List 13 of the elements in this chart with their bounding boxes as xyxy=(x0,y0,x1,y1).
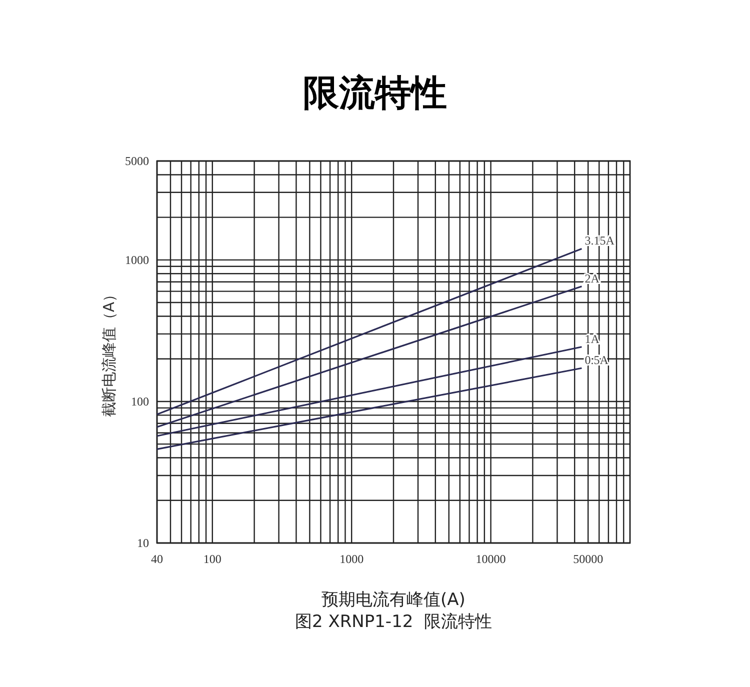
x-tick-label: 100 xyxy=(203,552,222,566)
y-tick-label: 5000 xyxy=(125,154,149,168)
x-axis-title: 预期电流有峰值(A) xyxy=(322,590,466,610)
x-tick-label: 40 xyxy=(151,552,163,566)
x-tick-label: 50000 xyxy=(573,552,604,566)
x-tick-label: 10000 xyxy=(476,552,506,566)
y-tick-label: 10 xyxy=(137,536,149,550)
y-axis-title: 截断电流峰值（A） xyxy=(100,286,118,418)
caption: 图2 XRNP1-12 限流特性 xyxy=(294,612,492,632)
y-tick-label: 100 xyxy=(131,394,149,408)
y-tick-label: 1000 xyxy=(125,252,149,267)
x-tick-label: 1000 xyxy=(340,552,364,566)
chart-title: 限流特性 xyxy=(303,73,447,114)
